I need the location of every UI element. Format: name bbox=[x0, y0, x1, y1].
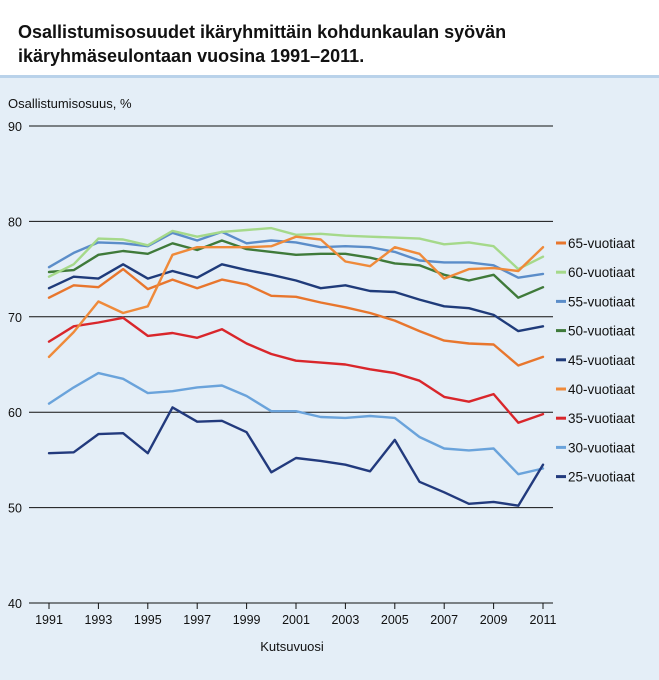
series-line-50-vuotiaat bbox=[47, 239, 545, 299]
series-line-40-vuotiaat bbox=[47, 235, 545, 359]
legend-label: 25-vuotiaat bbox=[568, 470, 635, 485]
title-box: Osallistumisosuudet ikäryhmittäin kohdun… bbox=[0, 0, 659, 78]
y-tick-label: 70 bbox=[8, 311, 22, 325]
legend-label: 35-vuotiaat bbox=[568, 411, 635, 426]
x-tick-label: 2003 bbox=[331, 613, 359, 627]
x-tick-label: 1997 bbox=[183, 613, 211, 627]
legend-label: 55-vuotiaat bbox=[568, 294, 635, 309]
x-tick-label: 2005 bbox=[381, 613, 409, 627]
legend: 65-vuotiaat 60-vuotiaat 55-vuotiaat 50-vuot… bbox=[556, 236, 635, 485]
y-axis-ticks: 40 50 60 70 80 90 bbox=[8, 120, 22, 611]
series-line-65-vuotiaat bbox=[47, 267, 545, 367]
x-tick-label: 2009 bbox=[480, 613, 508, 627]
series-line-60-vuotiaat bbox=[47, 226, 545, 278]
legend-label: 60-vuotiaat bbox=[568, 265, 635, 280]
x-tick-label: 1993 bbox=[84, 613, 112, 627]
y-tick-label: 40 bbox=[8, 597, 22, 611]
x-axis-label: Kutsuvuosi bbox=[260, 639, 324, 654]
chart-title: Osallistumisosuudet ikäryhmittäin kohdun… bbox=[18, 22, 507, 66]
series-line-55-vuotiaat bbox=[47, 230, 545, 279]
legend-label: 30-vuotiaat bbox=[568, 440, 635, 455]
legend-label: 65-vuotiaat bbox=[568, 236, 635, 251]
y-tick-label: 50 bbox=[8, 502, 22, 516]
grid-lines bbox=[29, 125, 553, 604]
x-tick-label: 1999 bbox=[233, 613, 261, 627]
y-tick-label: 80 bbox=[8, 215, 22, 229]
series-line-25-vuotiaat bbox=[47, 406, 545, 507]
x-tick-label: 1995 bbox=[134, 613, 162, 627]
x-tick-label: 2007 bbox=[430, 613, 458, 627]
legend-label: 50-vuotiaat bbox=[568, 324, 635, 339]
series-lines bbox=[47, 226, 545, 507]
x-tick-label: 2001 bbox=[282, 613, 310, 627]
series-line-30-vuotiaat bbox=[47, 371, 545, 476]
x-axis-ticks: 1991 1993 1995 1997 1999 2001 2003 2005 2007 2009… bbox=[35, 603, 556, 627]
y-tick-label: 90 bbox=[8, 120, 22, 134]
legend-label: 40-vuotiaat bbox=[568, 382, 635, 397]
y-axis-label: Osallistumisosuus, % bbox=[8, 96, 132, 111]
series-line-45-vuotiaat bbox=[47, 263, 545, 333]
y-tick-label: 60 bbox=[8, 406, 22, 420]
series-line-35-vuotiaat bbox=[47, 316, 545, 424]
x-tick-label: 2011 bbox=[530, 613, 557, 627]
legend-label: 45-vuotiaat bbox=[568, 353, 635, 368]
x-tick-label: 1991 bbox=[35, 613, 63, 627]
